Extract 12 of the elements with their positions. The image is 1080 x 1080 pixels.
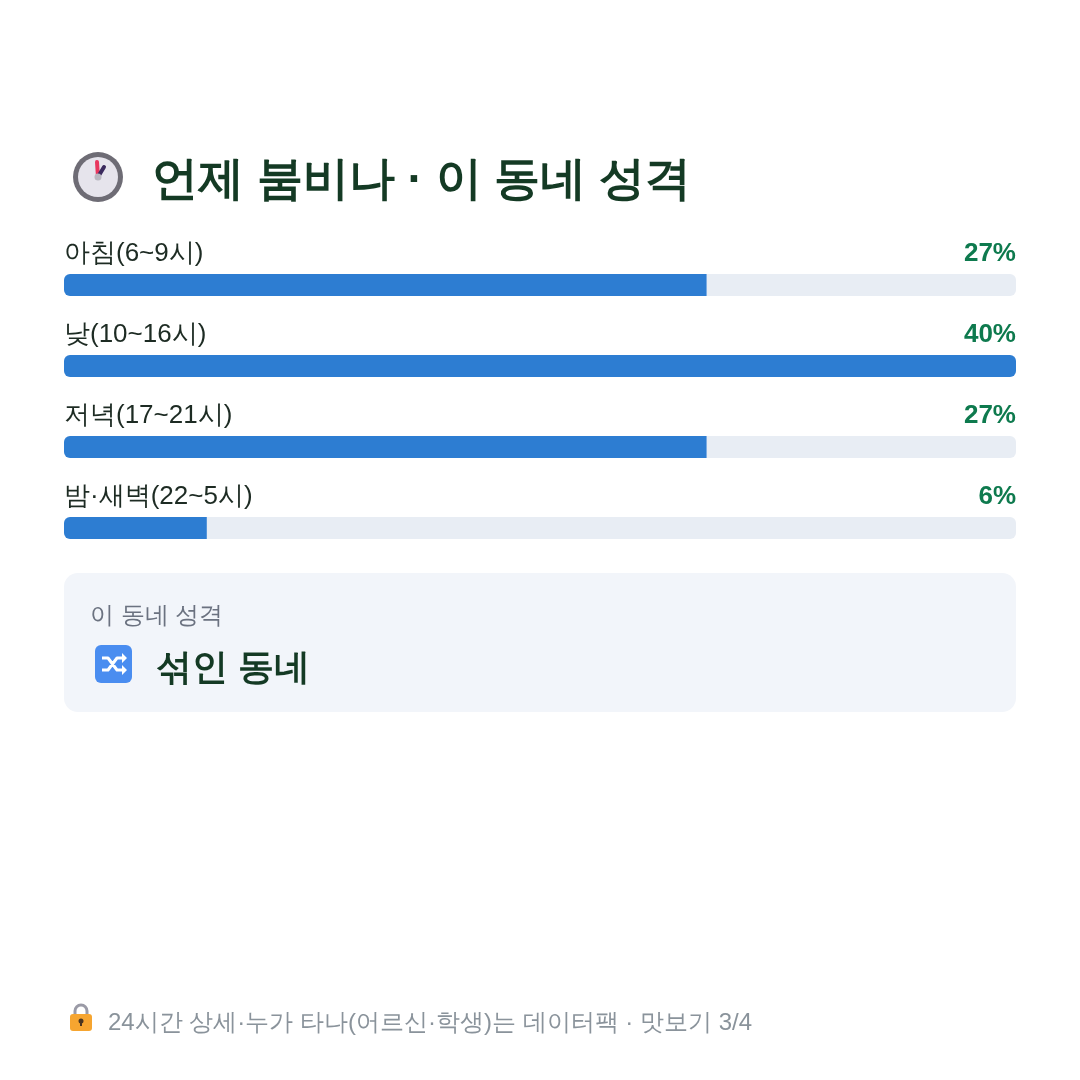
category-label: 밤·새벽(22~5시)	[64, 480, 253, 510]
annotation: 24시간 상세·누가 타나(어르신·학생)는 데이터팩 · 맛보기 3/4	[108, 1008, 753, 1035]
category-label: 아침(6~9시)	[64, 237, 204, 267]
category-label: 낮(10~16시)	[64, 318, 207, 348]
value-label: 40%	[963, 318, 1016, 348]
title: 언제 붐비나 · 이 동네 성격	[152, 152, 692, 204]
card-value: 섞인 동네	[156, 646, 310, 687]
value-label: 27%	[963, 237, 1016, 267]
value-label: 6%	[978, 480, 1016, 510]
category-label: 저녁(17~21시)	[64, 399, 233, 429]
value-label: 27%	[963, 399, 1016, 429]
card-label: 이 동네 성격	[90, 601, 224, 628]
